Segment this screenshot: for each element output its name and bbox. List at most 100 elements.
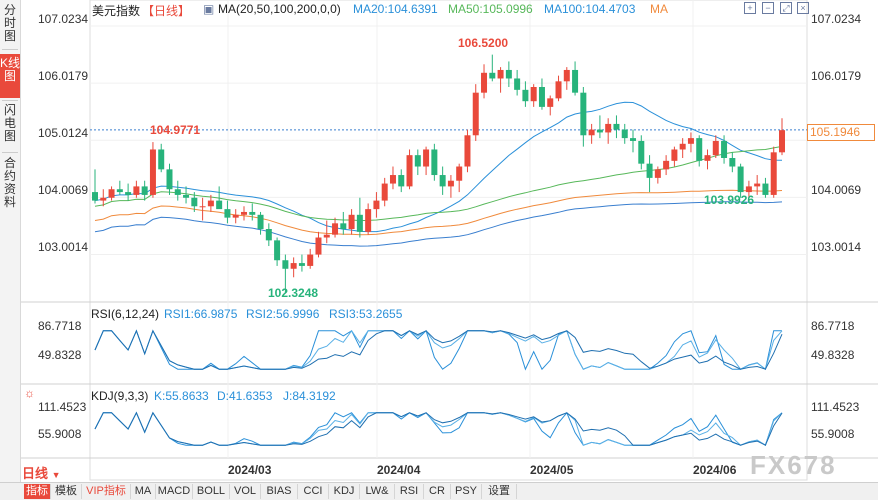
y-tick-label: 106.0179 [38,69,89,83]
candle-body [638,140,645,164]
period-selector-label: 日线 [22,466,49,481]
y-tick-label-right: 103.0014 [811,240,862,254]
candle-body [191,197,198,207]
candle-body [423,149,430,167]
candle-body [365,209,372,232]
candle-body [613,123,620,130]
candle-body [588,129,595,136]
indicator-tab-lw[interactable]: LW& [360,484,395,499]
rsi-tick-label: 49.8328 [38,348,82,362]
rsi-tick-label-right: 49.8328 [811,348,855,362]
indicator-tab-kdj[interactable]: KDJ [329,484,360,499]
symbol-title: 美元指数 [92,4,141,18]
candle-body [745,186,752,193]
ma100-value: MA100:104.4703 [544,2,636,16]
candle-body [100,197,107,201]
candle-body [729,158,736,167]
sidebar-tab-flash[interactable]: 闪电图 [3,103,16,143]
candle-body [232,214,239,218]
candle-body [257,214,264,229]
kdj-tick-label-right: 111.4523 [811,400,860,414]
sidebar-divider [2,100,18,101]
indicator-tab-vol[interactable]: VOL [230,484,261,499]
candle-body [663,160,670,170]
ma-extra-value: MA [650,2,668,16]
candle-body [315,237,322,255]
kdj-settings-icon[interactable]: ☼ [24,386,35,400]
candle-body [456,166,463,181]
kdj-tick-label: 111.4523 [38,400,87,414]
indicator-tab-rsi[interactable]: RSI [395,484,424,499]
candle-body [141,186,148,195]
rsi2-value: RSI2:56.9996 [246,307,320,321]
kdj-line-1 [94,411,783,446]
add-icon[interactable]: + [744,2,756,14]
candle-body [174,189,181,195]
candle-body [547,98,554,107]
candle-body [307,254,314,266]
candle-body [439,175,446,187]
rsi-params-label: RSI(6,12,24) [91,307,160,321]
candle-body [464,135,471,167]
close-icon[interactable]: × [797,2,809,14]
y-tick-label: 105.0124 [38,126,89,140]
recent-low-annotation: 103.9926 [704,193,755,207]
sidebar-tab-kline[interactable]: K线图 [0,54,20,98]
ma200-line [94,201,783,247]
candle-body [199,206,206,208]
minus-icon[interactable]: − [762,2,774,14]
candle-body [779,130,785,153]
indicator-tab-cr[interactable]: CR [424,484,451,499]
current-price-box: 105.1946 [807,124,875,141]
sidebar-tab-timeshare[interactable]: 分时图 [3,3,16,43]
candle-body [696,138,703,161]
indicator-tab-psy[interactable]: PSY [451,484,482,499]
indicator-tab-cci[interactable]: CCI [298,484,329,499]
kdj-k-value: K:55.8633 [154,389,209,403]
y-tick-label-right: 107.0234 [811,12,862,26]
candle-body [514,78,521,90]
indicator-tab-macd[interactable]: MACD [156,484,193,499]
candle-body [398,175,405,187]
y-tick-label: 107.0234 [38,12,89,26]
candle-body [108,189,115,198]
ma-settings-icon[interactable]: ▣ [203,2,215,16]
candle-body [240,211,247,215]
candle-body [249,211,256,215]
sidebar-tab-contract-info[interactable]: 合约资料 [3,156,16,209]
candle-body [92,192,98,201]
candle-body [489,72,496,79]
indicator-tab-ma[interactable]: MA [131,484,156,499]
candle-body [207,200,214,207]
candle-body [596,129,603,133]
candle-body [481,72,488,93]
candle-body [265,229,272,241]
indicator-tab-item[interactable]: 模板 [51,484,82,499]
candle-body [621,129,628,139]
candle-body [572,69,579,93]
indicator-tab-item[interactable]: 设置 [482,484,517,499]
ma50-value: MA50:105.0996 [448,2,533,16]
rsi3-value: RSI3:53.2655 [329,307,403,321]
candle-body [133,186,140,195]
kline-chart[interactable] [21,0,878,482]
candle-body [290,263,297,269]
indicator-tab-boll[interactable]: BOLL [193,484,230,499]
rsi1-value: RSI1:66.9875 [164,307,238,321]
indicator-tab-item[interactable]: 指标 [24,484,51,499]
kdj-j-value: J:84.3192 [283,389,336,403]
candle-body [770,152,777,195]
candle-body [679,143,686,150]
candle-body [340,223,347,229]
expand-icon[interactable]: ⤢ [780,2,792,14]
sidebar: 分时图 K线图 闪电图 合约资料 [0,0,21,499]
indicator-tab-bias[interactable]: BIAS [261,484,298,499]
x-date-label: 2024/06 [693,463,737,477]
candle-body [737,166,744,193]
candle-body [522,89,529,102]
candle-body [671,149,678,161]
candle-body [158,149,165,170]
ma100-line [94,189,783,236]
period-selector[interactable]: 日线 ▼ [22,463,72,481]
indicator-tab-vip[interactable]: VIP指标 [82,484,131,499]
